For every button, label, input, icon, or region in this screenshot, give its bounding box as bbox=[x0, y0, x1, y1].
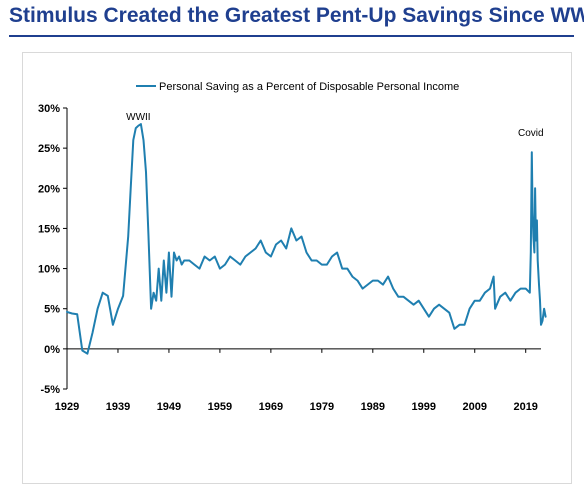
chart-frame bbox=[22, 52, 572, 484]
y-tick-label: 5% bbox=[44, 304, 60, 316]
y-tick-label: 25% bbox=[38, 143, 60, 155]
x-tick-label: 1969 bbox=[259, 401, 283, 413]
x-tick-label: 1929 bbox=[55, 401, 79, 413]
x-tick-label: 1989 bbox=[361, 401, 385, 413]
y-tick-label: -5% bbox=[40, 384, 60, 396]
x-tick-label: 1959 bbox=[208, 401, 232, 413]
legend-label: Personal Saving as a Percent of Disposab… bbox=[159, 81, 459, 93]
series-line-0 bbox=[66, 123, 547, 355]
x-tick-label: 2019 bbox=[513, 401, 537, 413]
y-tick-label: 0% bbox=[44, 344, 60, 356]
x-tick-label: 1979 bbox=[310, 401, 334, 413]
annotation-covid: Covid bbox=[518, 128, 544, 139]
x-tick-label: 1999 bbox=[412, 401, 436, 413]
x-axis: 1929 1939 1949 1959 1969 1979 1989 1999 2009 2019 bbox=[55, 348, 541, 413]
annotation-wwii: WWII bbox=[126, 112, 150, 123]
y-axis: 30% 25% 20% 15% 10% 5% 0% -5% bbox=[38, 103, 68, 396]
y-tick-label: 15% bbox=[38, 223, 60, 235]
x-tick-label: 1939 bbox=[106, 401, 130, 413]
y-tick-label: 20% bbox=[38, 183, 60, 195]
annotations: WWII Covid bbox=[126, 112, 543, 139]
headline-rule bbox=[9, 35, 574, 37]
legend: Personal Saving as a Percent of Disposab… bbox=[136, 81, 459, 93]
x-tick-label: 2009 bbox=[462, 401, 486, 413]
x-tick-label: 1949 bbox=[157, 401, 181, 413]
plot-area bbox=[66, 123, 547, 355]
y-tick-label: 10% bbox=[38, 264, 60, 276]
y-tick-label: 30% bbox=[38, 103, 60, 115]
headline: Stimulus Created the Greatest Pent-Up Sa… bbox=[9, 4, 584, 27]
